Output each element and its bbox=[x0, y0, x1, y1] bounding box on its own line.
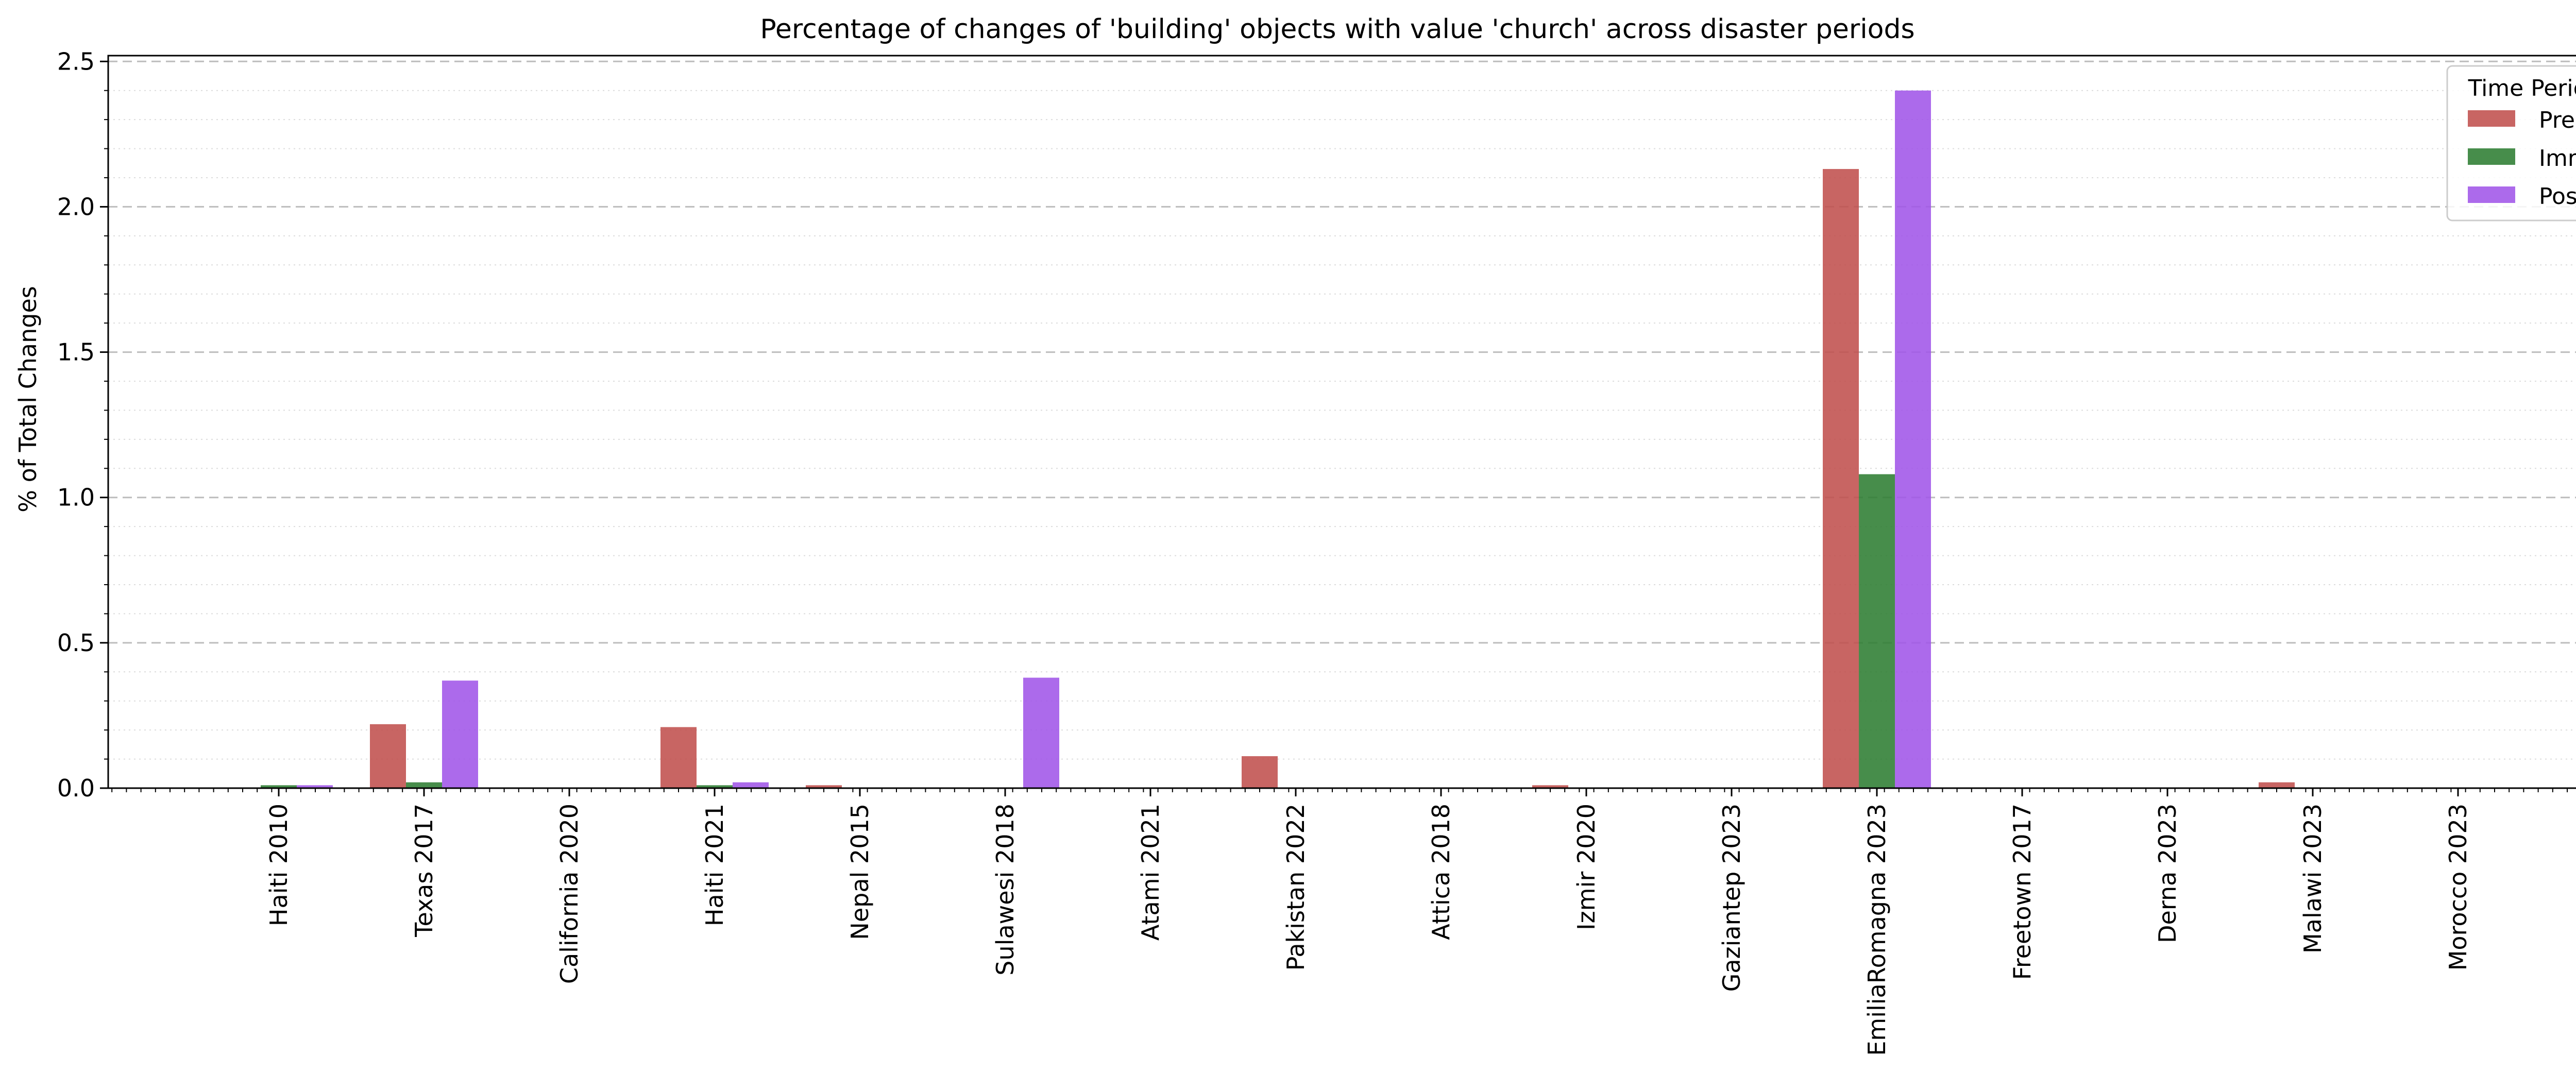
legend-title: Time Period bbox=[2468, 75, 2576, 101]
legend-swatch-post bbox=[2468, 186, 2515, 203]
bar-post bbox=[1023, 677, 1059, 788]
bar-imm bbox=[406, 782, 442, 788]
plot-frame bbox=[107, 55, 2576, 789]
bar-pre bbox=[660, 727, 697, 788]
bar-pre bbox=[1242, 756, 1278, 788]
bar-imm bbox=[261, 785, 297, 788]
x-tick-label: Freetown 2017 bbox=[2008, 804, 2036, 980]
x-tick-label: Nepal 2015 bbox=[846, 804, 874, 940]
bar-pre bbox=[1823, 169, 1859, 789]
x-tick-label: Derna 2023 bbox=[2154, 804, 2181, 943]
chart-title: Percentage of changes of 'building' obje… bbox=[760, 14, 1914, 45]
axes: 0.0 0.5 1.0 1.5 2.0 2.5 Haiti 2010 Texas 2017 Ca… bbox=[57, 47, 2576, 1056]
y-tick-label: 1.5 bbox=[57, 338, 95, 366]
bars bbox=[261, 90, 2295, 789]
y-tick-label: 2.0 bbox=[57, 193, 95, 220]
x-tick-label: Morocco 2023 bbox=[2444, 804, 2472, 970]
y-axis-label: % of Total Changes bbox=[14, 286, 42, 512]
bar-post bbox=[1895, 90, 1931, 789]
x-tick-label: Haiti 2021 bbox=[701, 804, 728, 926]
bar-post bbox=[733, 782, 769, 788]
bar-pre bbox=[2259, 782, 2295, 788]
legend: Time Period Pre Imm Post bbox=[2446, 65, 2576, 222]
x-tick-label: EmiliaRomagna 2023 bbox=[1863, 804, 1891, 1056]
legend-label-post: Post bbox=[2539, 183, 2576, 210]
x-tick-label: Malawi 2023 bbox=[2299, 804, 2327, 953]
y-tick-label: 0.5 bbox=[57, 629, 95, 657]
bar-post bbox=[442, 680, 478, 788]
bar-imm bbox=[1859, 474, 1895, 788]
y-tick-label: 1.0 bbox=[57, 484, 95, 512]
y-tick-label: 2.5 bbox=[57, 47, 95, 75]
bar-post bbox=[297, 785, 333, 788]
x-tick-label: Attica 2018 bbox=[1427, 804, 1455, 940]
legend-label-pre: Pre bbox=[2539, 107, 2575, 133]
legend-swatch-pre bbox=[2468, 110, 2515, 127]
x-tick-label: Texas 2017 bbox=[410, 804, 438, 938]
grid-lines bbox=[108, 60, 2576, 760]
bar-pre bbox=[370, 724, 406, 788]
x-tick-label: Izmir 2020 bbox=[1572, 804, 1600, 930]
legend-frame bbox=[2446, 65, 2576, 222]
x-tick-label: Pakistan 2022 bbox=[1282, 804, 1310, 970]
x-tick-label: Gaziantep 2023 bbox=[1718, 804, 1745, 992]
bar-pre bbox=[1532, 785, 1568, 788]
legend-label-imm: Imm bbox=[2539, 145, 2576, 172]
x-tick-label: California 2020 bbox=[555, 804, 583, 984]
x-tick-label: Sulawesi 2018 bbox=[991, 804, 1019, 976]
y-tick-label: 0.0 bbox=[57, 774, 95, 802]
x-tick-label: Haiti 2010 bbox=[265, 804, 293, 926]
bar-imm bbox=[697, 785, 733, 788]
bar-pre bbox=[806, 785, 842, 788]
legend-swatch-imm bbox=[2468, 148, 2515, 165]
x-tick-label: Atami 2021 bbox=[1137, 804, 1164, 941]
